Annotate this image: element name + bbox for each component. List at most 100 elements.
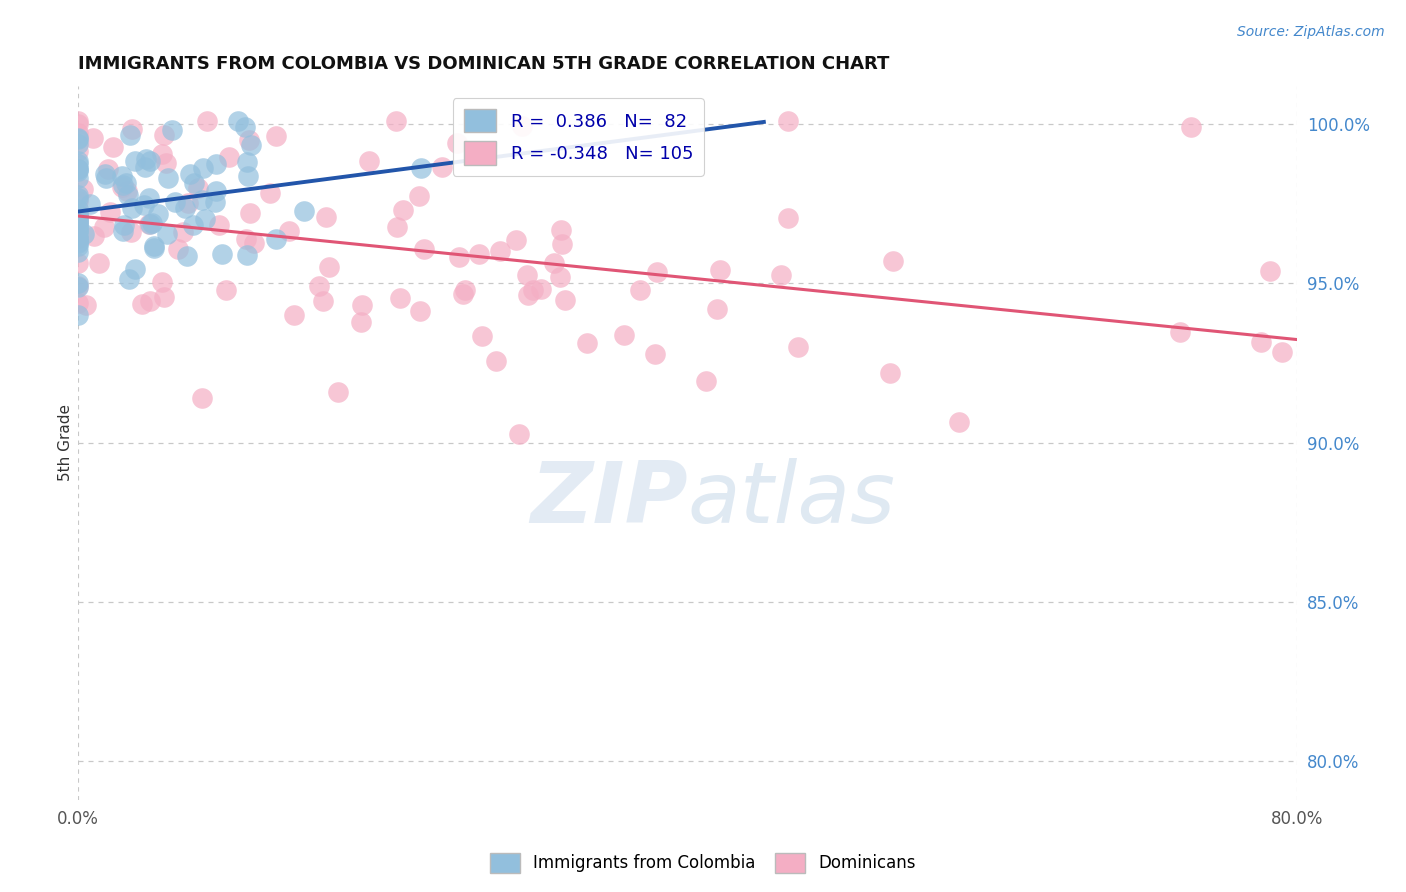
Point bbox=[240, 137, 263, 152]
Point bbox=[67, 188, 90, 202]
Point bbox=[121, 201, 143, 215]
Point bbox=[67, 239, 90, 253]
Point bbox=[139, 293, 162, 308]
Point bbox=[236, 169, 259, 183]
Point bbox=[67, 211, 90, 225]
Point bbox=[97, 161, 120, 176]
Point bbox=[226, 113, 249, 128]
Point bbox=[515, 268, 537, 283]
Point bbox=[124, 262, 146, 277]
Point bbox=[484, 354, 506, 368]
Point bbox=[138, 154, 160, 169]
Point bbox=[112, 219, 135, 233]
Point bbox=[948, 415, 970, 429]
Point bbox=[208, 218, 231, 232]
Point bbox=[67, 231, 90, 245]
Point bbox=[505, 233, 527, 247]
Point bbox=[179, 167, 201, 181]
Point bbox=[266, 129, 288, 144]
Point bbox=[211, 247, 233, 261]
Point bbox=[155, 156, 177, 170]
Y-axis label: 5th Grade: 5th Grade bbox=[58, 404, 73, 481]
Point bbox=[778, 211, 800, 226]
Point bbox=[709, 263, 731, 277]
Point bbox=[205, 184, 228, 198]
Point bbox=[413, 242, 436, 256]
Point bbox=[530, 282, 553, 296]
Point bbox=[239, 206, 262, 220]
Point bbox=[67, 170, 90, 185]
Point bbox=[121, 122, 143, 136]
Point bbox=[111, 180, 134, 194]
Point bbox=[218, 150, 240, 164]
Point bbox=[233, 120, 256, 134]
Point bbox=[143, 241, 166, 255]
Point bbox=[72, 182, 94, 196]
Point bbox=[235, 232, 257, 246]
Point bbox=[67, 213, 90, 227]
Point bbox=[120, 128, 142, 143]
Point bbox=[191, 161, 214, 175]
Point bbox=[101, 139, 124, 153]
Legend: R =  0.386   N=  82, R = -0.348   N= 105: R = 0.386 N= 82, R = -0.348 N= 105 bbox=[453, 98, 704, 176]
Point bbox=[98, 205, 121, 219]
Point bbox=[138, 217, 160, 231]
Point bbox=[111, 169, 134, 183]
Point bbox=[135, 152, 157, 166]
Point bbox=[67, 162, 90, 177]
Point bbox=[67, 117, 90, 131]
Point bbox=[488, 244, 510, 258]
Point bbox=[87, 256, 110, 270]
Point bbox=[238, 133, 260, 147]
Point bbox=[67, 153, 90, 168]
Point bbox=[67, 131, 90, 145]
Point bbox=[167, 242, 190, 256]
Point bbox=[143, 239, 166, 253]
Legend: Immigrants from Colombia, Dominicans: Immigrants from Colombia, Dominicans bbox=[484, 847, 922, 880]
Point bbox=[67, 113, 90, 128]
Point bbox=[408, 189, 430, 203]
Point bbox=[67, 245, 90, 260]
Point bbox=[134, 197, 156, 211]
Point bbox=[67, 223, 90, 237]
Point bbox=[204, 156, 226, 170]
Point bbox=[384, 113, 406, 128]
Point bbox=[769, 268, 792, 282]
Point bbox=[283, 308, 305, 322]
Point bbox=[187, 181, 209, 195]
Point bbox=[150, 147, 173, 161]
Point bbox=[67, 126, 90, 140]
Point bbox=[409, 304, 432, 318]
Point bbox=[67, 276, 90, 290]
Text: Source: ZipAtlas.com: Source: ZipAtlas.com bbox=[1237, 25, 1385, 39]
Point bbox=[243, 235, 266, 250]
Point bbox=[550, 223, 572, 237]
Point bbox=[882, 253, 904, 268]
Point bbox=[385, 219, 408, 234]
Point bbox=[352, 298, 374, 312]
Point bbox=[67, 194, 90, 208]
Point bbox=[516, 288, 538, 302]
Point bbox=[67, 231, 90, 245]
Point bbox=[67, 296, 90, 310]
Point bbox=[156, 227, 179, 241]
Point bbox=[67, 161, 90, 176]
Point bbox=[446, 136, 468, 150]
Point bbox=[67, 207, 90, 221]
Point bbox=[1180, 120, 1202, 135]
Point bbox=[67, 136, 90, 151]
Point bbox=[214, 284, 236, 298]
Point bbox=[645, 265, 668, 279]
Point bbox=[67, 219, 90, 234]
Point bbox=[67, 145, 90, 159]
Text: IMMIGRANTS FROM COLOMBIA VS DOMINICAN 5TH GRADE CORRELATION CHART: IMMIGRANTS FROM COLOMBIA VS DOMINICAN 5T… bbox=[79, 55, 890, 73]
Point bbox=[67, 308, 90, 322]
Point bbox=[82, 131, 104, 145]
Point bbox=[67, 131, 90, 145]
Point bbox=[318, 260, 340, 275]
Point bbox=[79, 196, 101, 211]
Point bbox=[236, 247, 259, 261]
Point bbox=[471, 328, 494, 343]
Text: ZIP: ZIP bbox=[530, 458, 688, 541]
Point bbox=[409, 161, 432, 175]
